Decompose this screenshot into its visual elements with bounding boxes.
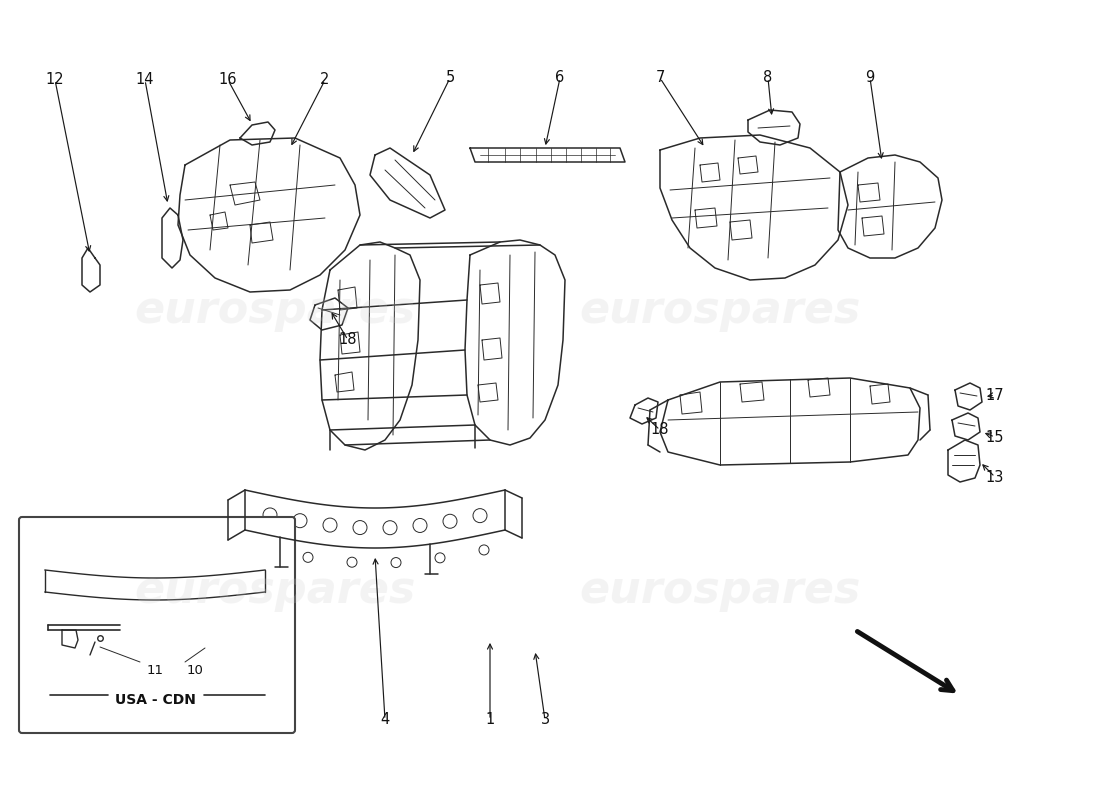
Text: 7: 7 bbox=[656, 70, 664, 86]
Text: 16: 16 bbox=[219, 73, 238, 87]
Text: 10: 10 bbox=[187, 663, 204, 677]
Text: 5: 5 bbox=[446, 70, 454, 86]
Text: 12: 12 bbox=[46, 73, 64, 87]
Text: 18: 18 bbox=[339, 333, 358, 347]
Text: 6: 6 bbox=[556, 70, 564, 86]
Text: 3: 3 bbox=[540, 713, 550, 727]
Text: 17: 17 bbox=[986, 387, 1004, 402]
Text: 13: 13 bbox=[986, 470, 1004, 485]
Text: 1: 1 bbox=[485, 713, 495, 727]
Text: 18: 18 bbox=[651, 422, 669, 438]
Text: USA - CDN: USA - CDN bbox=[114, 693, 196, 707]
Text: eurospares: eurospares bbox=[134, 289, 416, 331]
Text: 11: 11 bbox=[146, 663, 164, 677]
Text: eurospares: eurospares bbox=[580, 569, 860, 611]
Text: 2: 2 bbox=[320, 73, 330, 87]
Text: 4: 4 bbox=[381, 713, 389, 727]
Text: 14: 14 bbox=[135, 73, 154, 87]
Text: 15: 15 bbox=[986, 430, 1004, 445]
FancyBboxPatch shape bbox=[19, 517, 295, 733]
Text: eurospares: eurospares bbox=[134, 569, 416, 611]
Text: 9: 9 bbox=[866, 70, 874, 86]
Text: eurospares: eurospares bbox=[580, 289, 860, 331]
Text: 8: 8 bbox=[763, 70, 772, 86]
